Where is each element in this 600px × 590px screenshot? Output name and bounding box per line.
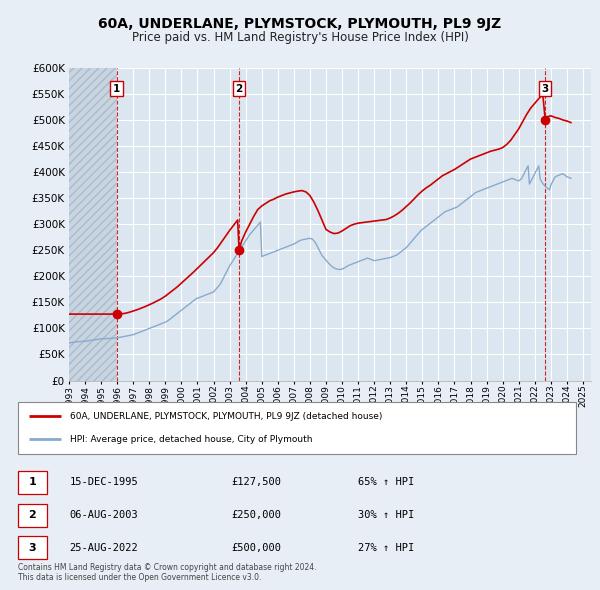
- Text: 2: 2: [235, 84, 243, 94]
- FancyBboxPatch shape: [18, 402, 577, 454]
- Text: 06-AUG-2003: 06-AUG-2003: [70, 510, 139, 520]
- Text: £500,000: £500,000: [231, 543, 281, 553]
- FancyBboxPatch shape: [18, 504, 47, 526]
- Text: £250,000: £250,000: [231, 510, 281, 520]
- Text: 60A, UNDERLANE, PLYMSTOCK, PLYMOUTH, PL9 9JZ: 60A, UNDERLANE, PLYMSTOCK, PLYMOUTH, PL9…: [98, 17, 502, 31]
- Text: 3: 3: [542, 84, 549, 94]
- Bar: [69, 68, 116, 381]
- Text: 15-DEC-1995: 15-DEC-1995: [70, 477, 139, 487]
- Text: 65% ↑ HPI: 65% ↑ HPI: [358, 477, 414, 487]
- Text: £127,500: £127,500: [231, 477, 281, 487]
- Text: HPI: Average price, detached house, City of Plymouth: HPI: Average price, detached house, City…: [70, 435, 312, 444]
- Text: Price paid vs. HM Land Registry's House Price Index (HPI): Price paid vs. HM Land Registry's House …: [131, 31, 469, 44]
- Text: 1: 1: [113, 84, 120, 94]
- Text: 60A, UNDERLANE, PLYMSTOCK, PLYMOUTH, PL9 9JZ (detached house): 60A, UNDERLANE, PLYMSTOCK, PLYMOUTH, PL9…: [70, 412, 382, 421]
- Text: 30% ↑ HPI: 30% ↑ HPI: [358, 510, 414, 520]
- Text: 1: 1: [28, 477, 36, 487]
- Text: 2: 2: [28, 510, 36, 520]
- Text: 27% ↑ HPI: 27% ↑ HPI: [358, 543, 414, 553]
- FancyBboxPatch shape: [18, 471, 47, 494]
- Text: 3: 3: [28, 543, 36, 553]
- Text: 25-AUG-2022: 25-AUG-2022: [70, 543, 139, 553]
- Text: Contains HM Land Registry data © Crown copyright and database right 2024.
This d: Contains HM Land Registry data © Crown c…: [18, 563, 316, 582]
- FancyBboxPatch shape: [18, 536, 47, 559]
